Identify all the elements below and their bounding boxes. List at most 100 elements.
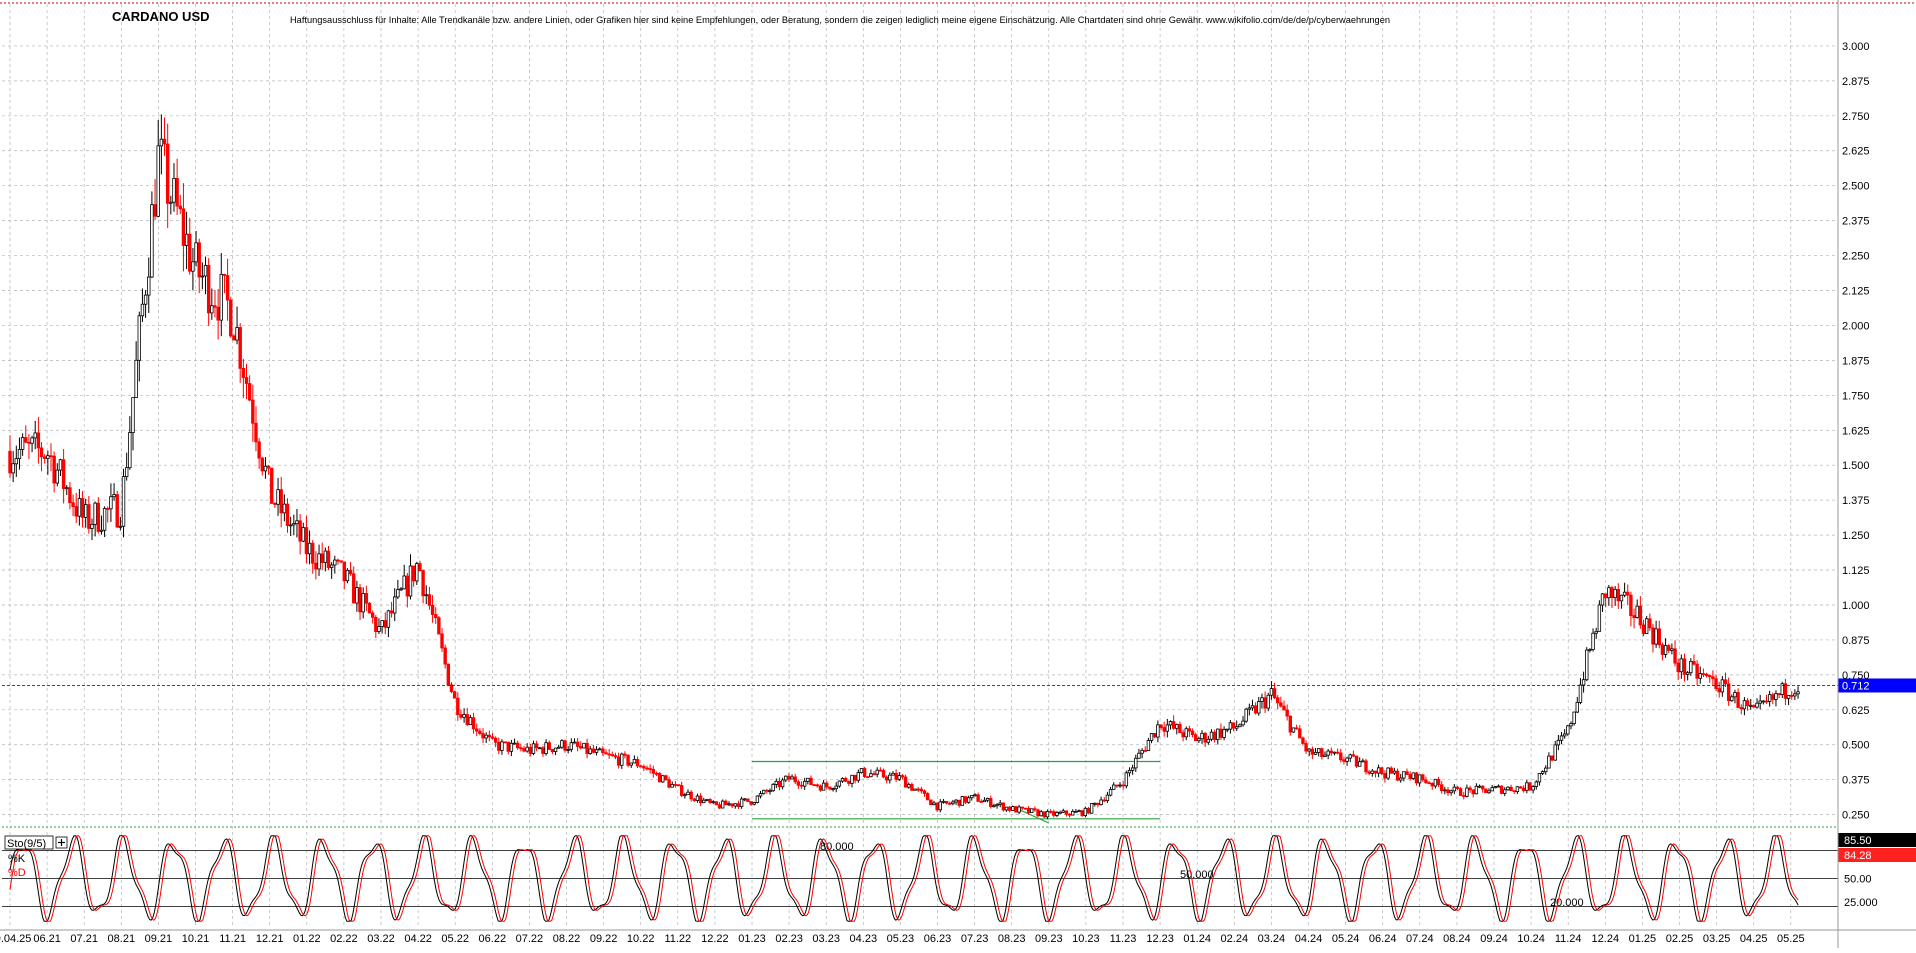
price-candle (900, 774, 905, 780)
x-tick-label: 06.21 (33, 933, 61, 945)
price-candle (1389, 766, 1393, 775)
osc-d-value: 84.28 (1844, 850, 1872, 862)
price-candle (818, 784, 823, 792)
price-candle (1235, 720, 1239, 731)
price-candle (430, 595, 435, 623)
price-candle (27, 434, 31, 460)
price-candle (1698, 666, 1702, 684)
x-tick-label: 01.25 (1629, 933, 1657, 945)
price-candle (572, 738, 577, 744)
price-candle (471, 712, 476, 734)
price-candle (657, 772, 662, 783)
price-candle (847, 780, 851, 787)
price-candle (184, 211, 189, 270)
price-candle (1411, 772, 1416, 780)
price-candle (916, 786, 920, 793)
price-candle (569, 738, 574, 753)
expand-plus-icon[interactable] (55, 836, 68, 849)
price-candle (1417, 774, 1422, 787)
x-tick-label: 01.23 (738, 933, 766, 945)
x-tick-label: 09.23 (1035, 933, 1063, 945)
price-candle (1436, 776, 1441, 788)
x-tick-label: 12.24 (1592, 933, 1620, 945)
last-price-badge (1838, 678, 1916, 693)
price-candle (456, 692, 460, 721)
price-candle (623, 751, 627, 759)
price-candle (1764, 694, 1769, 704)
x-tick-label: 04.22 (404, 933, 432, 945)
price-candle (1127, 767, 1132, 777)
price-candle (1398, 774, 1403, 783)
price-candle (642, 764, 646, 771)
price-candle (743, 797, 747, 802)
price-candle (1001, 802, 1006, 812)
y-tick-label: 0.625 (1842, 705, 1870, 717)
x-tick-label: 02.23 (775, 933, 803, 945)
price-candle (1074, 809, 1078, 813)
price-candle (1682, 653, 1687, 682)
price-candle (1329, 747, 1334, 756)
price-candle (1594, 627, 1598, 639)
price-candle (333, 555, 337, 574)
price-candle (695, 793, 700, 803)
price-candle (1553, 740, 1557, 761)
price-candle (304, 515, 309, 564)
price-candle (1443, 786, 1447, 795)
price-candle (639, 764, 643, 768)
y-tick-label: 2.750 (1842, 111, 1870, 123)
price-candle (1294, 724, 1299, 730)
price-candle (1780, 681, 1784, 699)
price-candle (1745, 698, 1750, 711)
x-tick-label: 02.24 (1221, 933, 1249, 945)
price-candle (1342, 756, 1346, 765)
price-candle (229, 296, 233, 338)
y-tick-label: 2.000 (1842, 320, 1870, 332)
price-candle (727, 801, 731, 807)
price-candle (884, 775, 889, 784)
price-candle (55, 463, 60, 487)
y-tick-label: 2.250 (1842, 251, 1870, 263)
price-candle (966, 795, 971, 804)
price-candle (216, 289, 220, 340)
price-candle (329, 562, 334, 579)
price-candle (99, 515, 104, 535)
price-candle (654, 771, 659, 777)
price-candle (1585, 647, 1589, 682)
price-candle (121, 468, 126, 538)
price-candle (1701, 668, 1706, 678)
price-candle (1099, 796, 1103, 806)
price-candle (1194, 732, 1198, 742)
price-candle (1279, 696, 1283, 708)
price-candle (251, 384, 255, 442)
price-candle (1739, 704, 1743, 715)
price-candle (46, 450, 50, 475)
price-candle (711, 800, 715, 805)
price-candle (285, 498, 290, 533)
x-tick-label: 11.23 (1110, 933, 1137, 945)
price-candle (1014, 805, 1018, 813)
price-candle (42, 454, 47, 464)
x-tick-label: 08.21 (108, 933, 136, 945)
price-candle (828, 786, 832, 791)
price-candle (566, 746, 570, 754)
price-candle (903, 774, 908, 788)
price-candle (1657, 620, 1661, 649)
price-candle (213, 290, 217, 318)
x-tick-label: 04.23 (850, 933, 878, 945)
price-candle (1184, 726, 1188, 741)
price-candle (418, 560, 422, 572)
price-candle (733, 803, 738, 809)
price-candle (1641, 619, 1646, 637)
price-candle (661, 775, 665, 783)
price-candle (1774, 690, 1778, 707)
osc-d-line (9, 835, 1799, 922)
x-tick-label: 06.22 (479, 933, 507, 945)
price-candle (894, 769, 898, 783)
price-candle (941, 798, 946, 804)
price-candle (560, 739, 564, 749)
price-candle (1118, 782, 1122, 788)
price-candle (598, 747, 602, 751)
price-candle (219, 253, 223, 337)
y-tick-label: 1.125 (1842, 565, 1870, 577)
price-candle (1045, 809, 1050, 820)
